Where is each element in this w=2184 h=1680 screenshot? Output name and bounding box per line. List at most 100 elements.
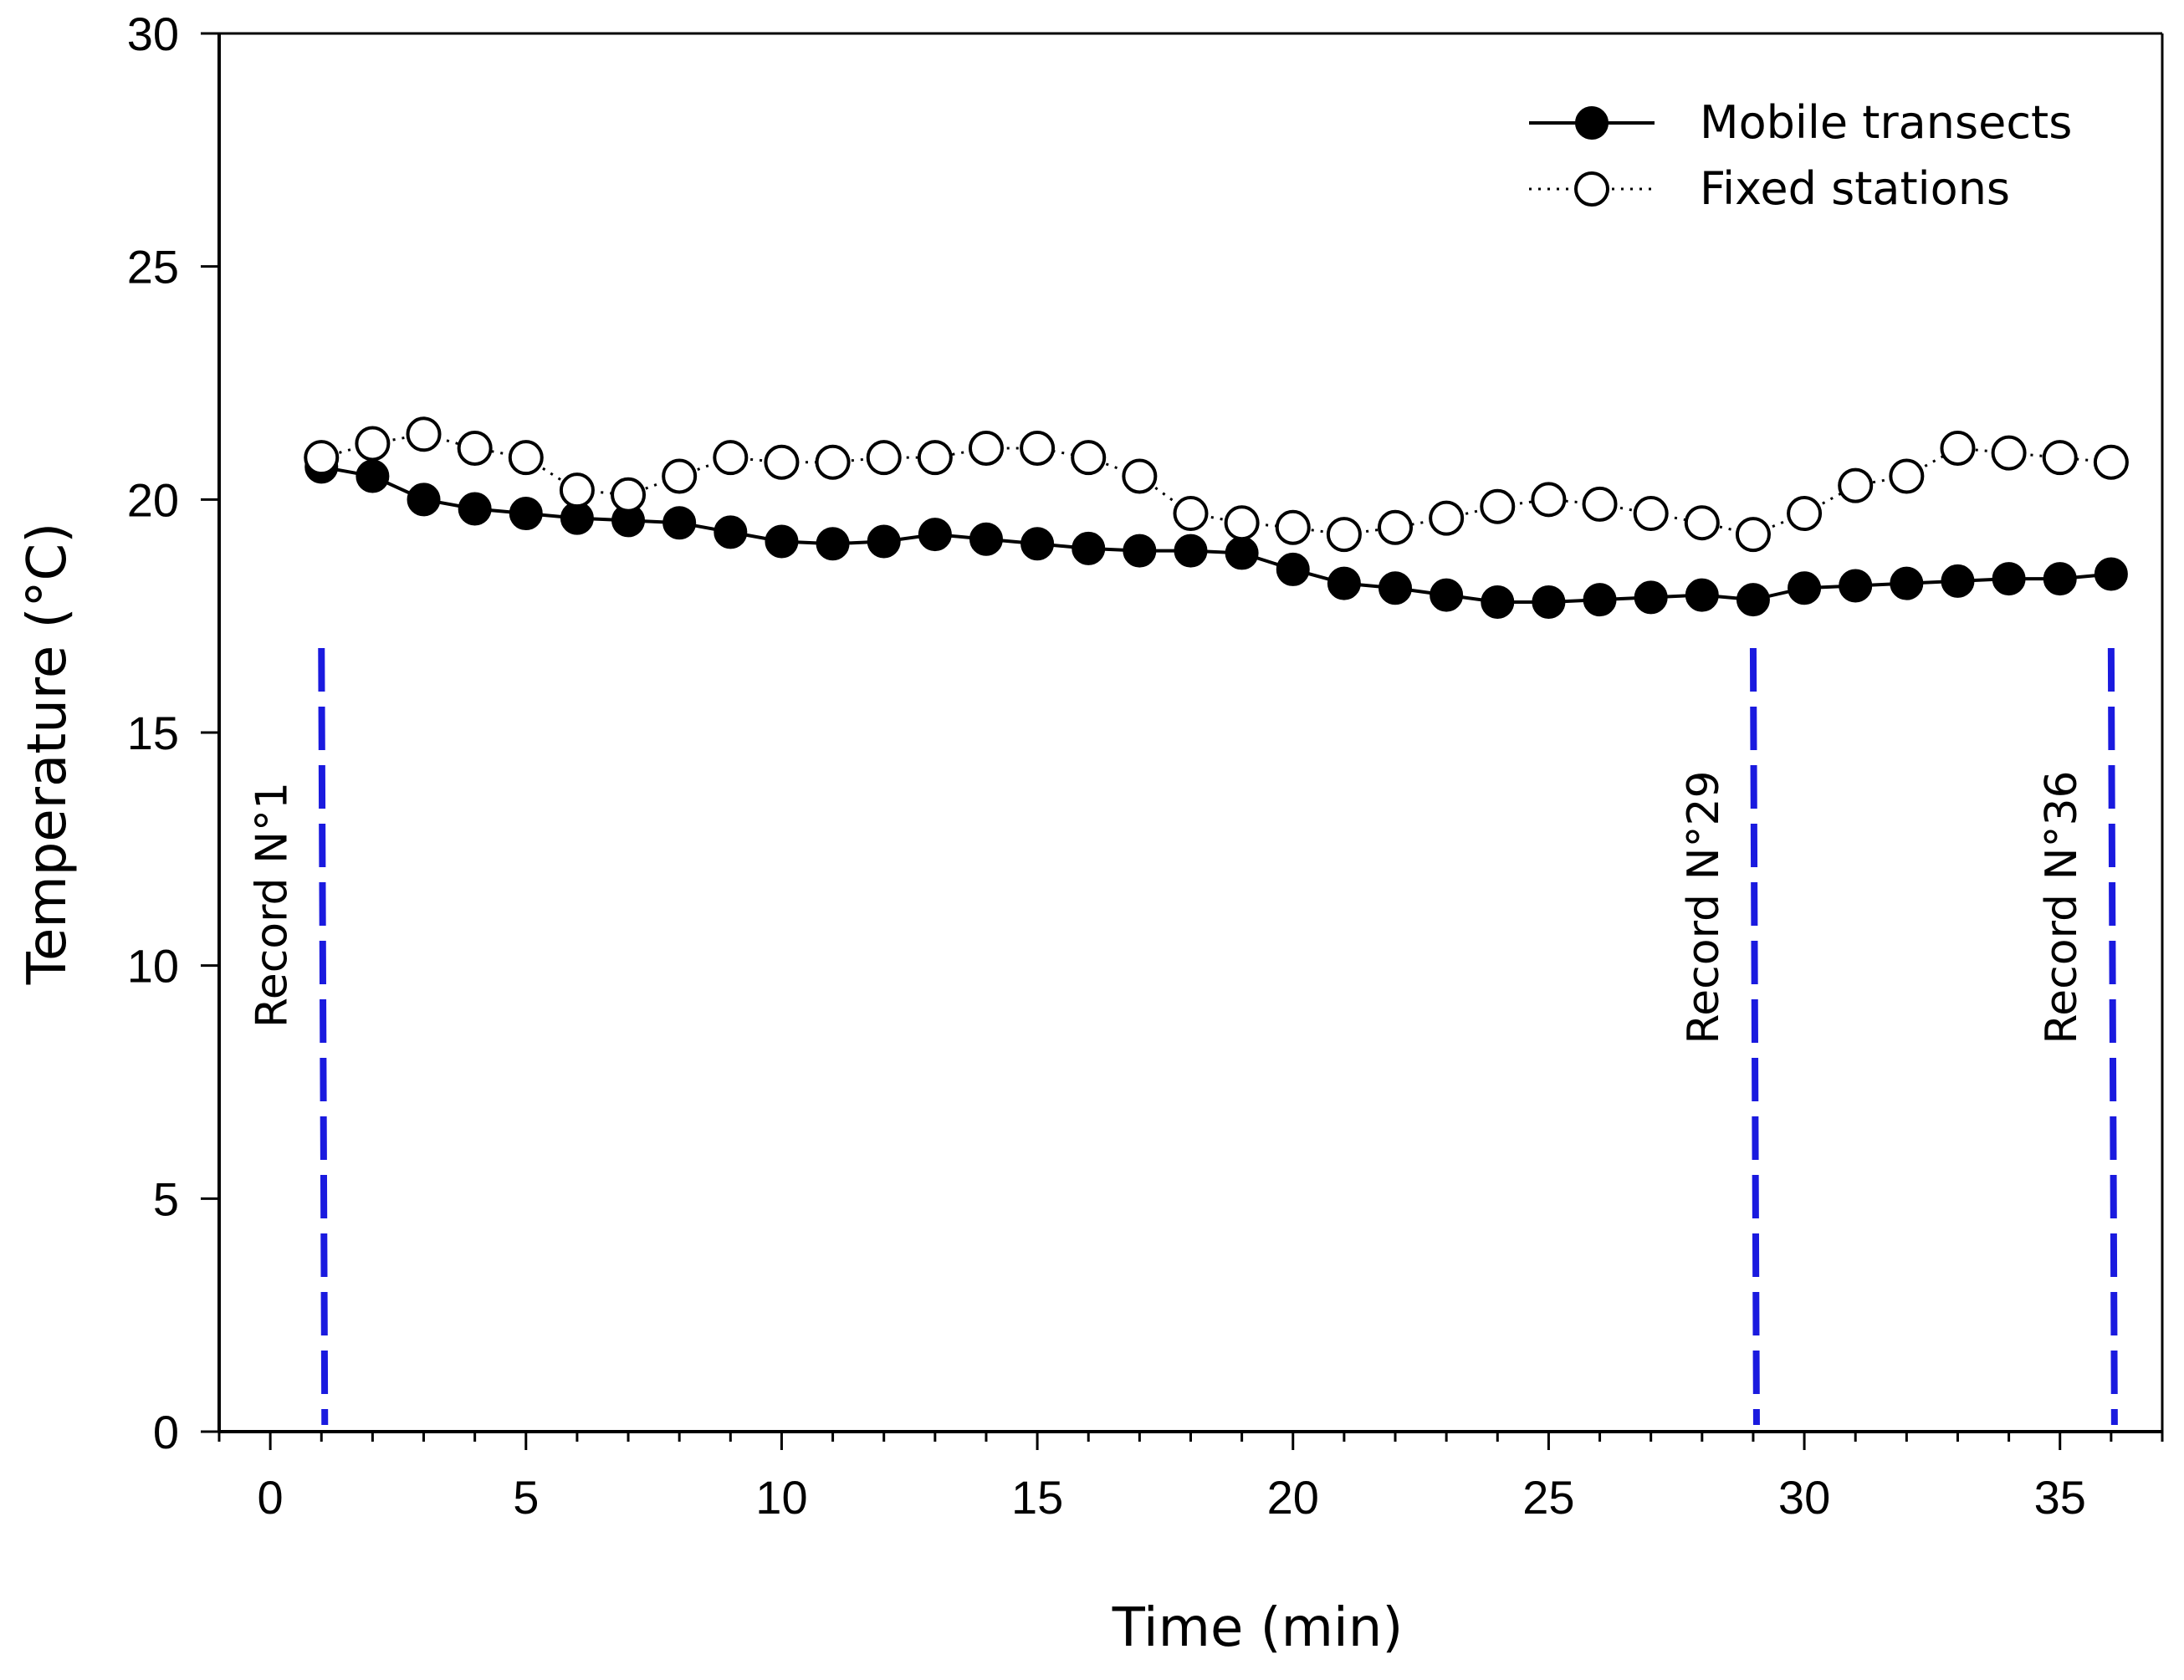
- fixed-station-point: [1173, 496, 1209, 532]
- fixed-station-point: [866, 440, 902, 476]
- mobile-transect-point: [1839, 569, 1873, 603]
- mobile-transect-point: [1532, 585, 1566, 619]
- mobile-transect-point: [1890, 566, 1924, 600]
- fixed-station-point: [2093, 444, 2129, 480]
- fixed-station-point: [1735, 517, 1771, 553]
- mobile-transect-point: [1327, 566, 1361, 600]
- fixed-station-point: [1480, 488, 1516, 524]
- mobile-transect-point: [2043, 562, 2077, 596]
- fixed-station-point: [457, 431, 493, 467]
- mobile-transect-point: [407, 483, 441, 517]
- fixed-station-point: [1684, 505, 1720, 541]
- y-axis-title: Temperature (°C): [17, 523, 79, 985]
- mobile-transect-point: [1992, 562, 2026, 596]
- mobile-transect-point: [867, 524, 901, 559]
- legend-marker-0: [1575, 106, 1609, 140]
- mobile-transect-point: [1378, 571, 1413, 605]
- data-series: [304, 416, 2129, 619]
- fixed-station-point: [304, 440, 340, 476]
- x-tick-label: 30: [1778, 1471, 1830, 1524]
- mobile-transect-point: [1174, 534, 1208, 568]
- mobile-transect-point: [1736, 583, 1770, 617]
- fixed-station-point: [1122, 458, 1158, 494]
- mobile-transect-point: [969, 522, 1003, 556]
- fixed-station-point: [662, 458, 698, 494]
- mobile-transect-point: [1430, 578, 1464, 612]
- fixed-station-point: [1889, 458, 1925, 494]
- mobile-transect-point: [662, 506, 697, 540]
- mobile-transect-point: [765, 524, 799, 559]
- fixed-station-point: [1991, 435, 2027, 471]
- record-line: [2107, 647, 2118, 1426]
- x-axis-ticks: 0 5 10 15 20 25 30 35: [217, 1432, 2164, 1524]
- record-line: [318, 647, 329, 1426]
- fixed-station-point: [355, 426, 391, 462]
- x-tick-label: 25: [1522, 1471, 1574, 1524]
- y-tick-label: 10: [127, 940, 179, 993]
- fixed-station-point: [1838, 467, 1874, 503]
- fixed-station-point: [1531, 482, 1567, 518]
- y-axis-ticks: 0 5 10 15 20 25 30: [127, 8, 219, 1458]
- fixed-station-point: [1020, 431, 1056, 467]
- mobile-transect-point: [1123, 534, 1157, 568]
- mobile-transect-point: [1072, 531, 1106, 565]
- mobile-transect-point: [1634, 580, 1668, 615]
- x-tick-label: 0: [258, 1471, 284, 1524]
- fixed-station-point: [1275, 509, 1311, 545]
- x-tick-label: 20: [1267, 1471, 1319, 1524]
- y-tick-label: 25: [127, 241, 179, 294]
- mobile-transect-point: [816, 527, 850, 561]
- mobile-transect-point: [1685, 578, 1719, 612]
- legend-label: Mobile transects: [1700, 96, 2072, 149]
- fixed-station-point: [815, 444, 851, 480]
- legend-label: Fixed stations: [1700, 162, 2010, 215]
- legend: Mobile transects Fixed stations: [1529, 96, 2072, 215]
- x-tick-label: 10: [755, 1471, 807, 1524]
- fixed-station-point: [764, 444, 800, 480]
- fixed-station-point: [611, 477, 647, 513]
- fixed-station-point: [1224, 505, 1260, 541]
- fixed-station-point: [1940, 431, 1976, 467]
- mobile-transect-point: [1020, 527, 1055, 561]
- fixed-station-point: [1787, 496, 1823, 532]
- fixed-station-point: [2042, 440, 2078, 476]
- record-markers: Record N°1 Record N°29 Record N°36: [247, 647, 2118, 1426]
- y-tick-label: 20: [127, 473, 179, 526]
- x-tick-label: 15: [1011, 1471, 1063, 1524]
- mobile-transect-point: [1583, 583, 1617, 617]
- record-label: Record N°1: [247, 782, 297, 1028]
- mobile-transect-point: [2094, 557, 2128, 591]
- y-tick-label: 30: [127, 8, 179, 60]
- y-tick-label: 15: [127, 707, 179, 759]
- mobile-transect-point: [1941, 564, 1975, 598]
- fixed-station-point: [1071, 440, 1107, 476]
- fixed-station-point: [406, 416, 442, 452]
- x-tick-label: 5: [513, 1471, 539, 1524]
- record-label: Record N°29: [1679, 770, 1729, 1044]
- mobile-transect-point: [714, 515, 748, 549]
- fixed-station-point: [1429, 500, 1465, 536]
- mobile-transect-point: [509, 497, 543, 531]
- x-tick-label: 35: [2034, 1471, 2086, 1524]
- fixed-station-point: [917, 440, 953, 476]
- mobile-transect-point: [1788, 571, 1822, 605]
- mobile-transect-point: [918, 518, 952, 552]
- x-axis-title: Time (min): [1112, 1597, 1404, 1659]
- fixed-station-point: [968, 431, 1004, 467]
- fixed-station-point: [1633, 496, 1669, 532]
- fixed-station-point: [713, 440, 749, 476]
- plot-frame: [217, 32, 2164, 1433]
- record-line: [1749, 647, 1760, 1426]
- mobile-transect-point: [355, 459, 390, 493]
- mobile-transect-point: [1481, 585, 1515, 619]
- y-tick-label: 5: [153, 1172, 179, 1225]
- fixed-station-point: [1582, 486, 1618, 522]
- y-tick-label: 0: [153, 1406, 179, 1458]
- mobile-transect-point: [1276, 552, 1310, 586]
- record-label: Record N°36: [2037, 770, 2087, 1044]
- fixed-station-point: [1326, 517, 1362, 553]
- mobile-transect-point: [458, 492, 492, 526]
- fixed-station-point: [1378, 509, 1414, 545]
- legend-marker-1: [1574, 171, 1609, 207]
